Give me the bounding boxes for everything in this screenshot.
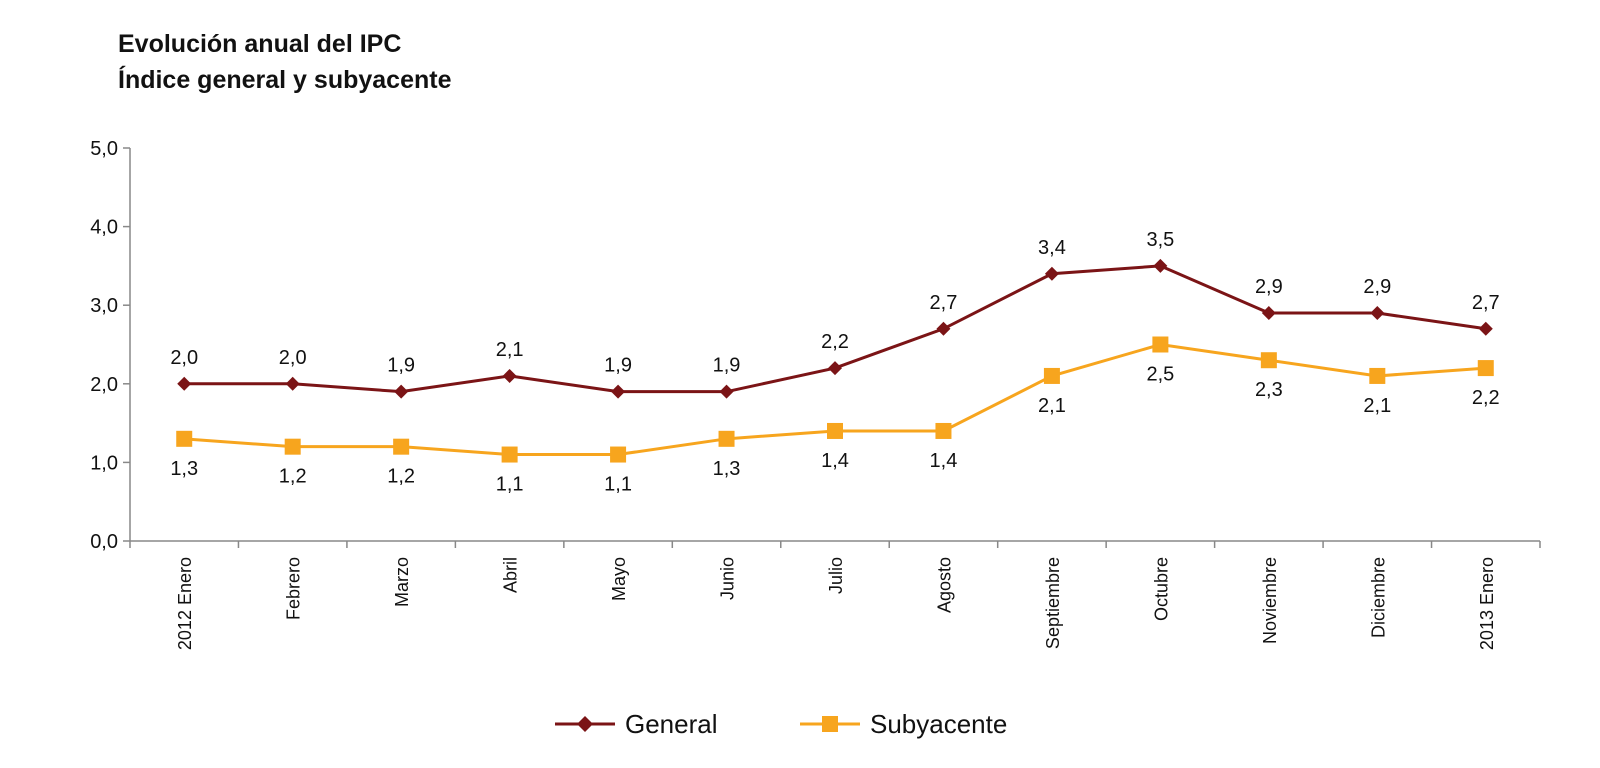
x-tick-label: Agosto [934,557,954,613]
x-tick-label: Octubre [1151,557,1171,621]
y-tick-label: 1,0 [90,452,118,474]
x-tick-label: Febrero [284,557,304,620]
data-label: 1,3 [170,458,198,480]
data-point [1261,306,1276,321]
x-tick-label: Marzo [392,557,412,607]
legend-marker [577,716,593,732]
data-point [1152,336,1169,353]
data-label: 2,1 [1363,395,1391,417]
data-point [176,430,193,447]
data-point [936,321,951,336]
y-tick-label: 3,0 [90,295,118,317]
data-point [393,438,410,455]
legend-label: Subyacente [870,709,1007,739]
data-point [501,446,518,463]
data-label: 2,3 [1255,379,1283,401]
chart-axes: 0,0 1,0 2,0 3,0 4,0 5,0 2012 Enero Febrero Marzo… [90,138,1541,650]
data-label: 2,0 [279,347,307,369]
data-label: 2,9 [1363,276,1391,298]
data-point [285,376,300,391]
data-label: 3,5 [1146,229,1174,251]
data-point [828,361,842,376]
data-point [177,376,192,391]
data-label: 1,3 [713,458,741,480]
x-tick-label: 2013 Enero [1477,557,1497,650]
x-tick-label: Julio [826,557,846,594]
data-label: 1,1 [496,474,524,496]
data-point [1043,367,1060,384]
chart-title-block: Evolución anual del IPC Índice general y… [118,26,451,98]
data-label: 2,1 [496,339,524,361]
x-tick-label: 2012 Enero [175,557,195,650]
data-point [1370,306,1385,321]
data-label: 2,1 [1038,395,1066,417]
chart-title: Evolución anual del IPC [118,30,402,58]
data-label: 1,9 [713,355,741,377]
data-label: 1,2 [387,466,415,488]
legend-label: General [625,709,718,739]
data-label: 1,4 [821,450,849,472]
x-tick-label: Noviembre [1260,557,1280,644]
data-point [284,438,301,455]
chart-subtitle: Índice general y subyacente [118,66,452,94]
data-point [1369,367,1386,384]
series-subyacente: 1,3 1,2 1,2 1,1 1,1 1,3 1,4 1,4 2,1 2,5 2,3 2,1 2,2 [170,336,1500,496]
series-general: 2,0 2,0 1,9 2,1 1,9 1,9 2,2 2,7 3,4 3,5 2,9 2,9 2,7 [170,229,1500,399]
x-tick-label: Junio [718,557,738,600]
data-point [827,422,843,439]
legend-marker [822,716,838,732]
y-tick-label: 0,0 [90,531,118,553]
data-point [502,368,517,383]
data-point [1044,266,1059,281]
data-point [1153,258,1168,273]
y-tick-label: 5,0 [90,138,118,160]
data-label: 1,1 [604,474,632,496]
x-tick-label: Septiembre [1043,557,1063,649]
data-label: 2,2 [821,331,849,353]
data-label: 1,9 [387,355,415,377]
data-label: 1,9 [604,355,632,377]
data-label: 1,2 [279,466,307,488]
x-tick-label: Diciembre [1368,557,1388,638]
chart-series: 2,0 2,0 1,9 2,1 1,9 1,9 2,2 2,7 3,4 3,5 2,9 2,9 2,7 1… [170,229,1499,496]
data-point [394,384,409,399]
data-label: 2,0 [170,347,198,369]
data-point [610,446,627,463]
data-label: 2,5 [1146,364,1174,386]
data-point [718,430,735,447]
data-point [935,422,952,439]
data-label: 2,9 [1255,276,1283,298]
data-label: 2,7 [1472,292,1500,314]
data-label: 1,4 [930,450,958,472]
data-point [719,384,734,399]
data-label: 2,7 [930,292,958,314]
data-point [1477,360,1494,377]
data-label: 2,2 [1472,387,1500,409]
x-tick-label: Abril [501,557,521,593]
data-point [611,384,626,399]
data-point [1478,321,1493,336]
x-tick-label: Mayo [609,557,629,601]
chart-legend: General Subyacente [555,709,1007,739]
y-tick-label: 4,0 [90,217,118,239]
legend-item-general: General [555,709,718,739]
data-label: 3,4 [1038,237,1066,259]
y-tick-label: 2,0 [90,374,118,396]
legend-item-subyacente: Subyacente [800,709,1007,739]
data-point [1260,352,1277,369]
